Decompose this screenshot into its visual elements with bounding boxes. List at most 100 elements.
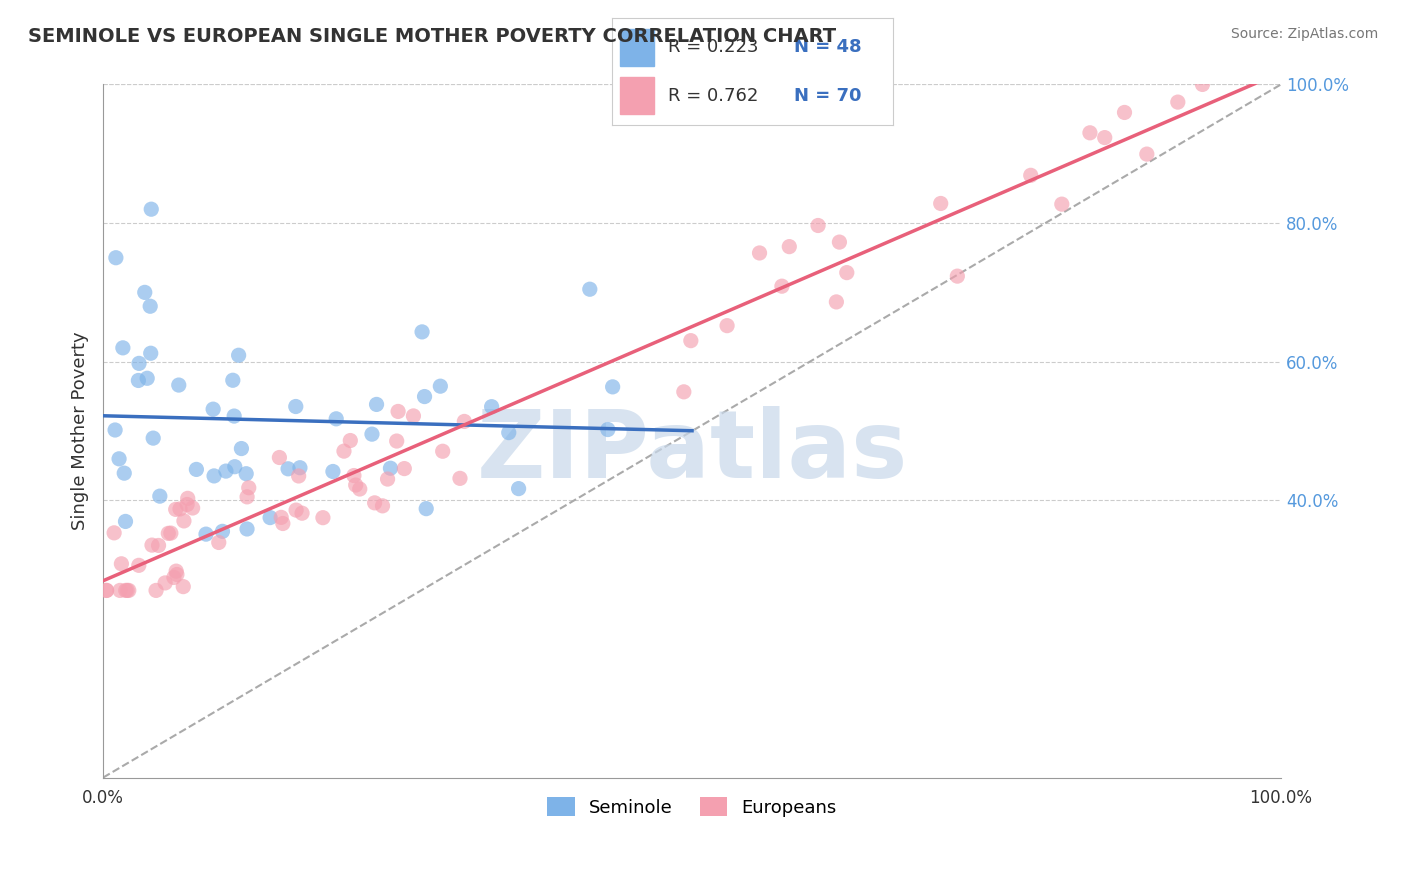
Europeans: [371, 499, 394, 513]
Seminole: [104, 423, 127, 437]
Europeans: [828, 235, 851, 249]
Europeans: [946, 269, 969, 284]
Europeans: [453, 414, 475, 428]
Seminole: [380, 461, 402, 475]
Seminole: [508, 482, 530, 496]
Seminole: [325, 412, 347, 426]
Europeans: [153, 575, 176, 590]
Seminole: [222, 373, 245, 387]
Seminole: [288, 460, 311, 475]
Seminole: [142, 431, 165, 445]
Europeans: [108, 583, 131, 598]
Seminole: [224, 459, 246, 474]
Europeans: [825, 294, 848, 309]
Seminole: [284, 400, 307, 414]
Seminole: [602, 380, 624, 394]
Europeans: [1136, 147, 1159, 161]
Text: ZIPatlas: ZIPatlas: [477, 406, 908, 498]
Bar: [620, 77, 654, 114]
Europeans: [363, 496, 385, 510]
Europeans: [1050, 197, 1073, 211]
Bar: [620, 29, 654, 66]
Seminole: [231, 442, 253, 456]
Europeans: [1191, 78, 1213, 92]
Europeans: [1078, 126, 1101, 140]
Seminole: [202, 469, 225, 483]
Europeans: [402, 409, 425, 423]
Seminole: [228, 348, 250, 362]
Europeans: [173, 514, 195, 528]
Seminole: [111, 341, 134, 355]
Europeans: [177, 491, 200, 506]
Europeans: [387, 404, 409, 418]
Text: Source: ZipAtlas.com: Source: ZipAtlas.com: [1230, 27, 1378, 41]
Seminole: [202, 402, 225, 417]
Europeans: [312, 510, 335, 524]
Europeans: [110, 557, 132, 571]
Seminole: [211, 524, 233, 539]
Europeans: [1167, 95, 1189, 109]
Europeans: [385, 434, 408, 448]
Europeans: [115, 583, 138, 598]
Europeans: [1114, 105, 1136, 120]
Seminole: [498, 425, 520, 440]
Europeans: [807, 219, 830, 233]
Seminole: [235, 467, 257, 481]
Seminole: [215, 464, 238, 478]
Legend: Seminole, Europeans: Seminole, Europeans: [540, 790, 844, 824]
Seminole: [139, 346, 162, 360]
Seminole: [128, 356, 150, 370]
Europeans: [449, 471, 471, 485]
Europeans: [141, 538, 163, 552]
Text: SEMINOLE VS EUROPEAN SINGLE MOTHER POVERTY CORRELATION CHART: SEMINOLE VS EUROPEAN SINGLE MOTHER POVER…: [28, 27, 837, 45]
Seminole: [596, 423, 619, 437]
Europeans: [118, 583, 141, 598]
Europeans: [716, 318, 738, 333]
Seminole: [415, 501, 437, 516]
Europeans: [929, 196, 952, 211]
Europeans: [291, 506, 314, 520]
Seminole: [481, 400, 503, 414]
Seminole: [112, 466, 135, 480]
Seminole: [195, 527, 218, 541]
Europeans: [114, 583, 136, 598]
Europeans: [128, 558, 150, 573]
Europeans: [679, 334, 702, 348]
Europeans: [432, 444, 454, 458]
Seminole: [322, 465, 344, 479]
Seminole: [104, 251, 127, 265]
Seminole: [186, 462, 208, 476]
Europeans: [238, 481, 260, 495]
Europeans: [1019, 169, 1042, 183]
Seminole: [108, 451, 131, 466]
Seminole: [224, 409, 246, 423]
Europeans: [343, 468, 366, 483]
Seminole: [578, 282, 600, 296]
Europeans: [165, 502, 187, 516]
Europeans: [160, 526, 183, 541]
Europeans: [208, 535, 231, 549]
Europeans: [778, 239, 800, 253]
Europeans: [145, 583, 167, 598]
Europeans: [165, 564, 187, 578]
Seminole: [127, 374, 149, 388]
Seminole: [139, 299, 162, 313]
Europeans: [96, 583, 118, 598]
Text: R = 0.223: R = 0.223: [668, 37, 758, 55]
Europeans: [377, 472, 399, 486]
Seminole: [114, 515, 136, 529]
Europeans: [748, 246, 770, 260]
Europeans: [148, 538, 170, 552]
Europeans: [271, 516, 294, 531]
Europeans: [770, 279, 793, 293]
Europeans: [339, 434, 361, 448]
Seminole: [167, 378, 190, 392]
Europeans: [103, 525, 125, 540]
Europeans: [270, 510, 292, 524]
Text: N = 48: N = 48: [794, 37, 862, 55]
Seminole: [259, 510, 281, 524]
Europeans: [835, 266, 858, 280]
Europeans: [394, 461, 416, 475]
Seminole: [413, 390, 436, 404]
Seminole: [141, 202, 163, 217]
